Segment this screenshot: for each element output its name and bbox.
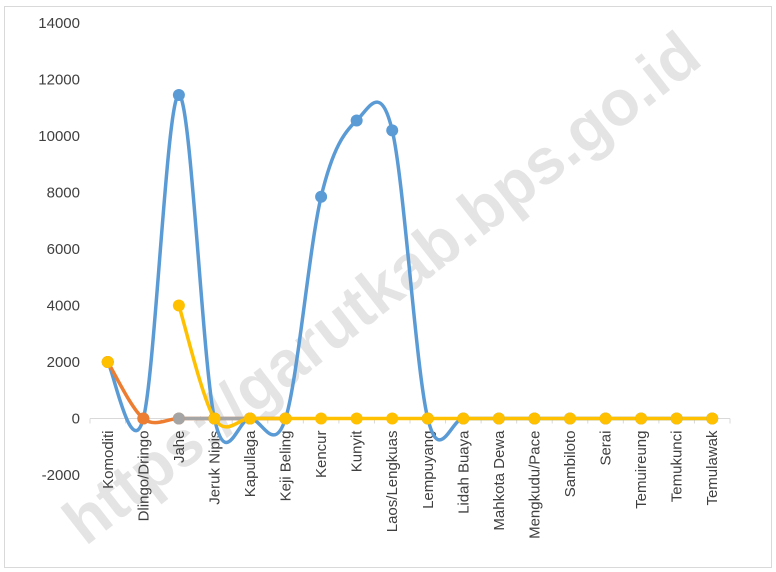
x-tick-label: Temuireung — [633, 431, 650, 509]
data-point — [350, 114, 363, 127]
series-4 — [177, 303, 714, 429]
data-point — [244, 412, 256, 425]
chart-frame — [4, 6, 772, 568]
data-point — [457, 412, 470, 425]
data-point — [350, 412, 363, 425]
data-point — [599, 412, 612, 425]
data-point — [670, 412, 683, 425]
x-tick-label: Lidah Buaya — [455, 430, 472, 514]
data-point — [137, 412, 150, 425]
x-tick-label: Mahkota Dewa — [491, 430, 508, 531]
data-point — [635, 412, 648, 425]
data-point — [492, 412, 505, 425]
data-point — [421, 412, 434, 425]
data-point — [706, 412, 719, 425]
data-point — [172, 412, 185, 425]
x-tick-label: Temulawak — [704, 430, 721, 506]
x-tick-label: Temukunci — [669, 431, 686, 503]
data-point — [528, 412, 541, 425]
marker-layer — [101, 89, 719, 425]
data-point — [279, 412, 292, 425]
x-tick-label: Kapullaga — [242, 430, 259, 497]
x-tick-label: Mengkudu/Pace — [526, 431, 543, 539]
data-point — [208, 412, 221, 425]
data-point — [172, 89, 185, 102]
data-point — [315, 412, 328, 425]
x-tick-label: Laos/Lengkuas — [384, 431, 401, 533]
x-tick-label: Jeruk Nipis — [206, 431, 223, 505]
series-line — [177, 303, 714, 429]
x-tick-label: Dlingo/Dringo — [135, 431, 152, 522]
x-tick-label: Kunyit — [349, 430, 366, 473]
y-tick-label: 14000 — [38, 15, 80, 32]
data-point — [564, 412, 576, 425]
y-tick-label: 6000 — [47, 241, 80, 258]
y-tick-label: 4000 — [47, 298, 80, 315]
y-tick-label: 10000 — [38, 128, 80, 145]
y-tick-label: -2000 — [42, 467, 80, 484]
x-tick-label: Jahe — [171, 431, 188, 464]
x-tick-label: Komoditi — [100, 431, 117, 489]
data-point — [386, 124, 399, 137]
data-point — [386, 412, 399, 425]
x-tick-label: Keji Beling — [278, 431, 295, 502]
y-tick-label: 2000 — [47, 354, 80, 371]
data-point — [101, 356, 114, 368]
y-tick-label: 0 — [72, 411, 80, 428]
x-tick-label: Kencur — [313, 430, 330, 478]
series-4-markers — [101, 299, 719, 425]
x-tick-label: Lempuyang — [420, 431, 437, 509]
y-tick-label: 12000 — [38, 72, 80, 89]
x-tick-label: Serai — [598, 431, 615, 466]
y-tick-label: 8000 — [47, 185, 80, 202]
data-point — [315, 190, 328, 203]
x-tick-label: Sambiloto — [562, 431, 579, 498]
axes: -2000 0 2000 4000 6000 8000 10000 12000 14000 Kom… — [38, 15, 731, 539]
data-point — [172, 299, 185, 312]
